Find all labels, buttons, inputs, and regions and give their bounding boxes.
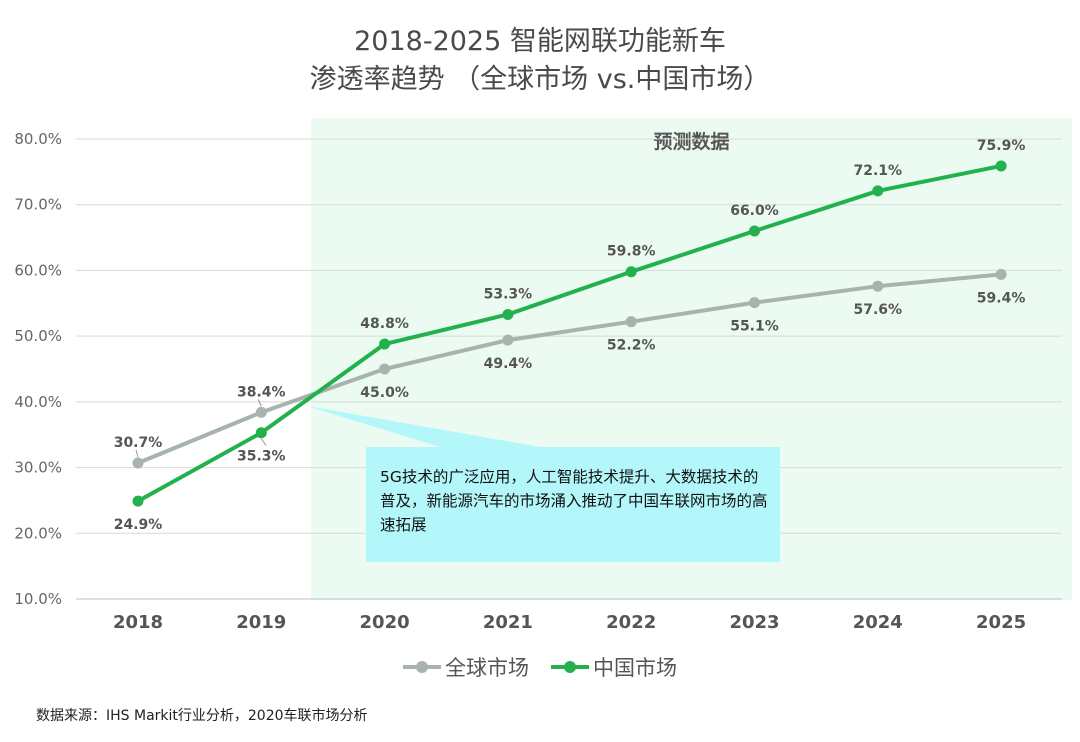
x-tick-label: 2025 <box>976 612 1026 633</box>
data-point-china <box>255 427 267 439</box>
data-label-china: 72.1% <box>854 163 903 179</box>
data-label-china: 66.0% <box>730 203 779 219</box>
y-tick-label: 80.0% <box>14 130 62 148</box>
data-point-global <box>749 297 760 309</box>
data-label-global: 49.4% <box>484 356 533 372</box>
legend-item-global: 全球市场 <box>403 652 529 682</box>
legend-swatch-china <box>551 657 589 677</box>
data-point-china <box>872 185 884 197</box>
x-tick-label: 2022 <box>606 612 656 633</box>
x-tick-label: 2024 <box>853 612 903 633</box>
forecast-label: 预测数据 <box>653 130 729 153</box>
legend-item-china: 中国市场 <box>551 652 677 682</box>
label-leader <box>260 438 267 447</box>
label-leader <box>257 399 262 407</box>
data-point-global <box>132 457 144 469</box>
legend: 全球市场 中国市场 <box>0 652 1080 682</box>
x-tick-label: 2020 <box>360 612 410 633</box>
data-point-global <box>995 268 1007 280</box>
legend-label-global: 全球市场 <box>445 656 529 680</box>
data-label-global: 55.1% <box>730 319 779 335</box>
x-tick-label: 2018 <box>113 612 163 633</box>
data-point-china <box>379 338 391 350</box>
y-tick-label: 70.0% <box>14 196 62 214</box>
y-tick-label: 20.0% <box>14 524 62 542</box>
data-label-global: 59.4% <box>977 290 1026 306</box>
data-label-china: 53.3% <box>484 286 533 302</box>
legend-swatch-global <box>403 657 441 677</box>
data-point-global <box>872 280 884 292</box>
x-tick-label: 2023 <box>729 612 779 633</box>
data-point-china <box>995 160 1007 172</box>
data-label-global: 30.7% <box>114 435 163 451</box>
series-line-china <box>136 163 1004 504</box>
data-point-global <box>625 316 637 328</box>
data-label-china: 59.8% <box>607 244 656 260</box>
y-tick-label: 10.0% <box>14 590 62 608</box>
x-tick-label: 2021 <box>483 612 533 633</box>
data-label-china: 75.9% <box>977 138 1026 154</box>
data-label-china: 48.8% <box>360 316 409 332</box>
data-point-china <box>625 266 637 278</box>
data-point-china <box>132 495 144 507</box>
chart-title-line1: 2018-2025 智能网联功能新车 <box>354 26 726 57</box>
callout-pointer <box>307 406 540 447</box>
data-point-global <box>379 363 391 375</box>
data-point-china <box>502 308 514 320</box>
data-point-china <box>749 225 760 237</box>
legend-label-china: 中国市场 <box>593 656 677 680</box>
source-note: 数据来源：IHS Markit行业分析，2020车联市场分析 <box>36 708 368 724</box>
data-label-china: 35.3% <box>237 449 286 465</box>
data-point-global <box>502 334 514 346</box>
data-label-global: 45.0% <box>360 385 409 401</box>
data-label-global: 52.2% <box>607 338 656 354</box>
y-tick-label: 50.0% <box>14 327 62 345</box>
data-label-global: 38.4% <box>237 384 286 400</box>
y-tick-label: 40.0% <box>14 393 62 411</box>
data-point-global <box>255 406 267 418</box>
series-line-global <box>136 272 1004 465</box>
x-tick-label: 2019 <box>236 612 286 633</box>
callout-box: 5G技术的广泛应用，人工智能技术提升、大数据技术的普及，新能源汽车的市场涌入推动… <box>366 447 780 562</box>
chart-title-line2: 渗透率趋势 （全球市场 vs.中国市场） <box>309 64 771 95</box>
data-label-global: 57.6% <box>854 302 903 318</box>
label-leader <box>135 449 139 458</box>
y-tick-label: 60.0% <box>14 261 62 279</box>
callout-text: 5G技术的广泛应用，人工智能技术提升、大数据技术的普及，新能源汽车的市场涌入推动… <box>380 468 768 534</box>
y-tick-label: 30.0% <box>14 459 62 477</box>
data-label-china: 24.9% <box>114 517 163 533</box>
